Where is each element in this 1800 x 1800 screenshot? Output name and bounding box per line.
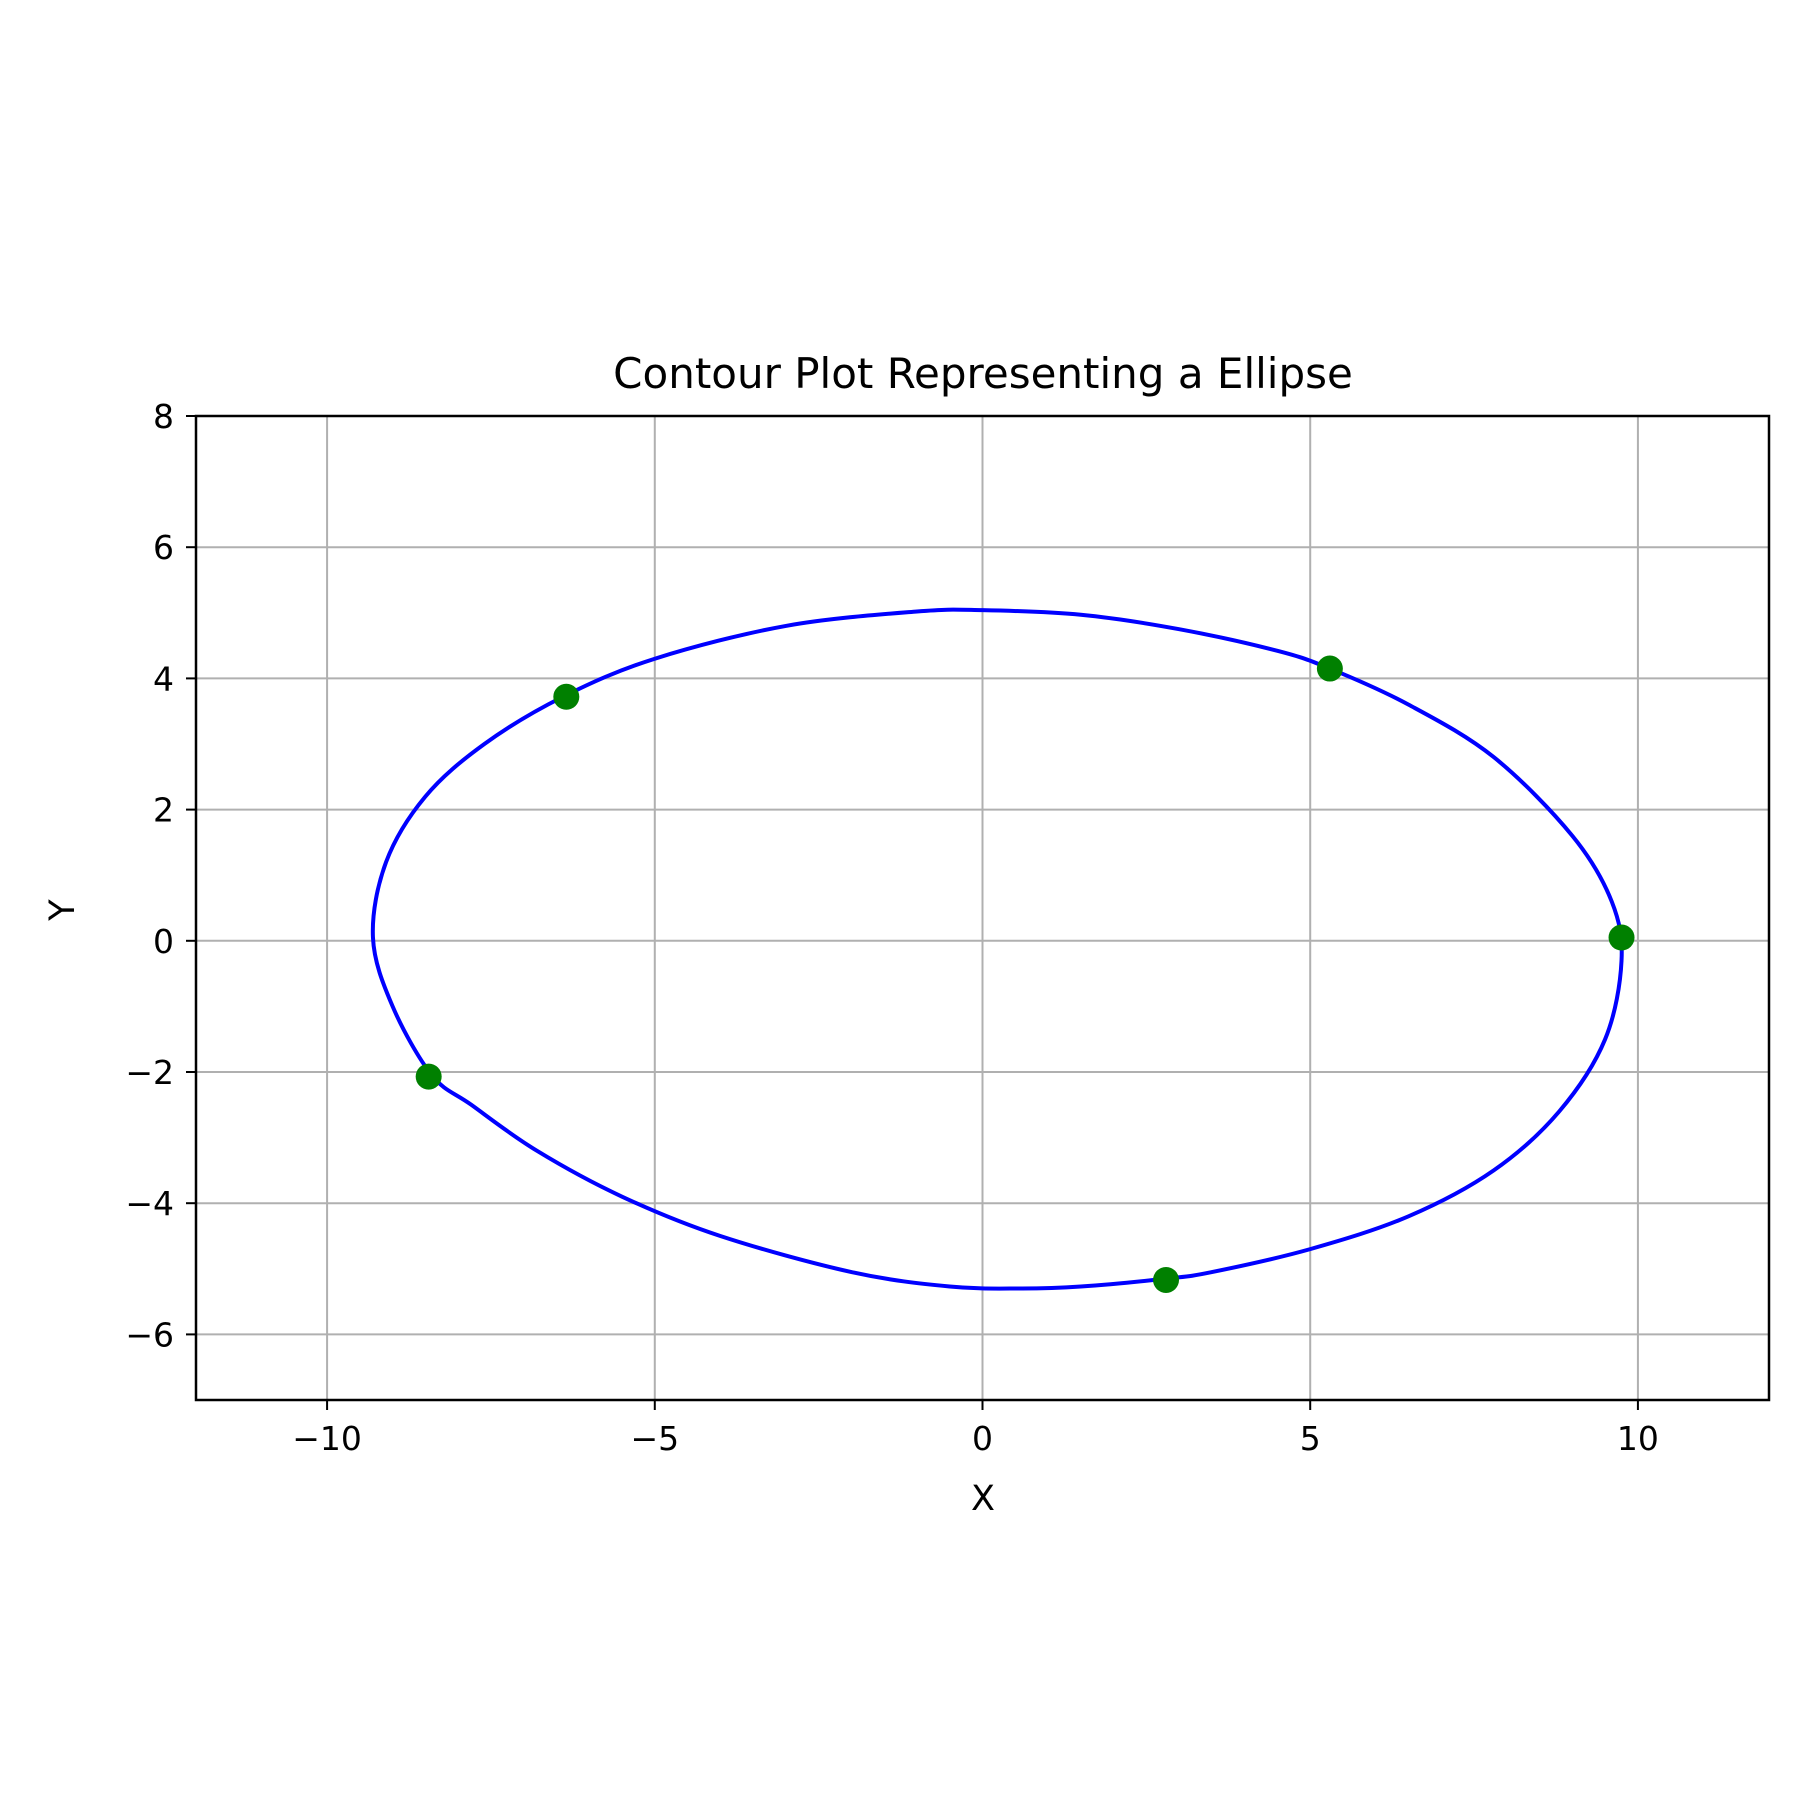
x-tick-label: 0: [972, 1419, 993, 1458]
x-tick-label: 10: [1617, 1419, 1659, 1458]
ellipse-contour-line: [370, 607, 1624, 1291]
scatter-point: [415, 1063, 442, 1090]
y-tick-label: 6: [153, 528, 174, 567]
ticks: −10 −5 0 5 10 −6 −4 −2 0 2 4 6 8: [125, 397, 1659, 1458]
scatter-layer: [415, 655, 1635, 1293]
x-tick-label: −5: [630, 1419, 679, 1458]
scatter-point: [1316, 655, 1343, 682]
scatter-point: [1608, 924, 1635, 951]
x-tick-label: 5: [1300, 1419, 1321, 1458]
chart-title: Contour Plot Representing a Ellipse: [613, 349, 1353, 398]
y-axis-label: Y: [43, 899, 83, 922]
y-tick-label: 2: [153, 791, 174, 830]
x-axis-label: X: [971, 1479, 995, 1519]
scatter-point: [1153, 1266, 1180, 1293]
ellipse-layer: [370, 607, 1624, 1291]
y-tick-label: 8: [153, 397, 174, 436]
y-tick-label: −4: [125, 1184, 174, 1223]
y-tick-label: −2: [125, 1053, 174, 1092]
y-tick-label: −6: [125, 1315, 174, 1354]
y-tick-label: 4: [153, 659, 174, 698]
y-tick-label: 0: [153, 922, 174, 961]
scatter-point: [553, 683, 580, 710]
x-tick-label: −10: [292, 1419, 362, 1458]
